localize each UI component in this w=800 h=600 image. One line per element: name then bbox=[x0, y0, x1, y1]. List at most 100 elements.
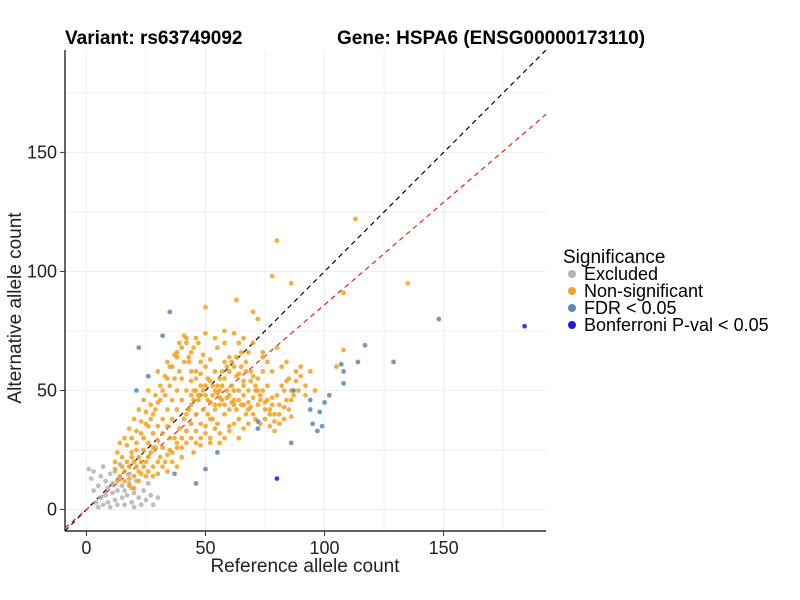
data-point bbox=[303, 392, 308, 398]
data-point bbox=[226, 428, 232, 434]
data-point bbox=[136, 454, 142, 460]
data-point bbox=[172, 435, 177, 441]
data-point bbox=[131, 459, 137, 465]
data-point bbox=[203, 304, 208, 310]
data-point bbox=[245, 407, 251, 412]
data-point bbox=[174, 388, 180, 393]
data-point bbox=[188, 421, 194, 427]
data-point bbox=[193, 376, 199, 382]
data-point bbox=[210, 392, 216, 398]
data-point bbox=[164, 423, 170, 429]
data-point bbox=[148, 402, 154, 408]
data-point bbox=[143, 497, 149, 503]
data-point bbox=[91, 488, 96, 493]
data-point bbox=[243, 411, 249, 417]
data-point bbox=[284, 359, 289, 365]
data-point bbox=[288, 280, 294, 286]
data-point bbox=[267, 407, 273, 412]
data-point bbox=[205, 411, 211, 417]
data-point bbox=[179, 435, 185, 441]
data-point bbox=[95, 504, 101, 510]
data-point bbox=[110, 490, 116, 496]
data-point bbox=[307, 369, 313, 374]
data-point bbox=[145, 388, 151, 393]
data-point bbox=[143, 459, 149, 465]
data-point bbox=[122, 478, 127, 484]
data-point bbox=[155, 459, 161, 465]
data-point bbox=[148, 450, 154, 455]
data-point bbox=[334, 364, 339, 370]
legend: Significance Excluded Non-significant FD… bbox=[563, 247, 769, 335]
series-excluded bbox=[86, 461, 161, 510]
data-point bbox=[195, 397, 201, 403]
data-point bbox=[145, 373, 151, 379]
data-point bbox=[234, 407, 239, 412]
data-point bbox=[279, 364, 285, 370]
data-point bbox=[219, 383, 225, 389]
data-point bbox=[122, 502, 127, 508]
data-point bbox=[174, 350, 180, 355]
data-point bbox=[214, 450, 220, 455]
data-point bbox=[274, 345, 280, 351]
data-point bbox=[157, 383, 163, 389]
y-tick-label: 0 bbox=[47, 500, 57, 520]
data-point bbox=[169, 459, 175, 465]
data-point bbox=[341, 347, 346, 353]
data-point bbox=[405, 280, 411, 286]
data-point bbox=[164, 359, 170, 365]
data-point bbox=[122, 435, 127, 441]
data-point bbox=[203, 392, 208, 398]
data-point bbox=[276, 411, 282, 417]
data-point bbox=[207, 378, 213, 384]
data-point bbox=[255, 376, 261, 382]
data-point bbox=[250, 340, 256, 346]
data-point bbox=[207, 416, 213, 422]
data-point bbox=[141, 464, 146, 470]
data-point bbox=[253, 383, 258, 389]
data-point bbox=[167, 447, 173, 453]
data-point bbox=[212, 407, 218, 412]
data-point bbox=[126, 471, 132, 477]
data-point bbox=[241, 392, 246, 398]
data-point bbox=[126, 464, 132, 470]
tick-labels: 0 50 100 150 0 50 100 150 bbox=[27, 142, 459, 558]
data-point bbox=[279, 383, 285, 389]
x-tick-label: 0 bbox=[81, 538, 91, 558]
data-point bbox=[124, 442, 130, 448]
data-point bbox=[234, 354, 239, 360]
data-point bbox=[281, 388, 287, 393]
data-point bbox=[286, 376, 292, 382]
data-point bbox=[193, 440, 199, 446]
data-point bbox=[160, 464, 166, 470]
data-point bbox=[203, 430, 208, 436]
data-point bbox=[141, 397, 146, 403]
data-point bbox=[217, 395, 223, 401]
data-point bbox=[231, 330, 237, 336]
reference-line-fit bbox=[64, 113, 547, 529]
data-point bbox=[260, 350, 266, 355]
data-point bbox=[164, 469, 170, 474]
x-tick-label: 50 bbox=[195, 538, 215, 558]
data-point bbox=[436, 316, 442, 322]
data-point bbox=[193, 335, 199, 341]
legend-swatch-bonferroni bbox=[568, 321, 576, 329]
data-point bbox=[236, 397, 242, 403]
data-point bbox=[153, 407, 158, 412]
data-point bbox=[129, 454, 135, 460]
data-point bbox=[141, 488, 146, 493]
data-point bbox=[122, 488, 127, 493]
data-point bbox=[155, 423, 161, 429]
data-point bbox=[167, 364, 173, 370]
data-point bbox=[291, 392, 296, 398]
data-point bbox=[222, 402, 227, 408]
data-point bbox=[298, 364, 304, 370]
data-point bbox=[198, 435, 204, 441]
data-point bbox=[198, 359, 204, 365]
data-point bbox=[160, 445, 166, 451]
data-point bbox=[174, 445, 180, 451]
data-point bbox=[217, 402, 223, 408]
data-point bbox=[193, 369, 199, 374]
data-point bbox=[143, 409, 149, 415]
data-point bbox=[298, 373, 304, 379]
data-point bbox=[138, 502, 144, 508]
